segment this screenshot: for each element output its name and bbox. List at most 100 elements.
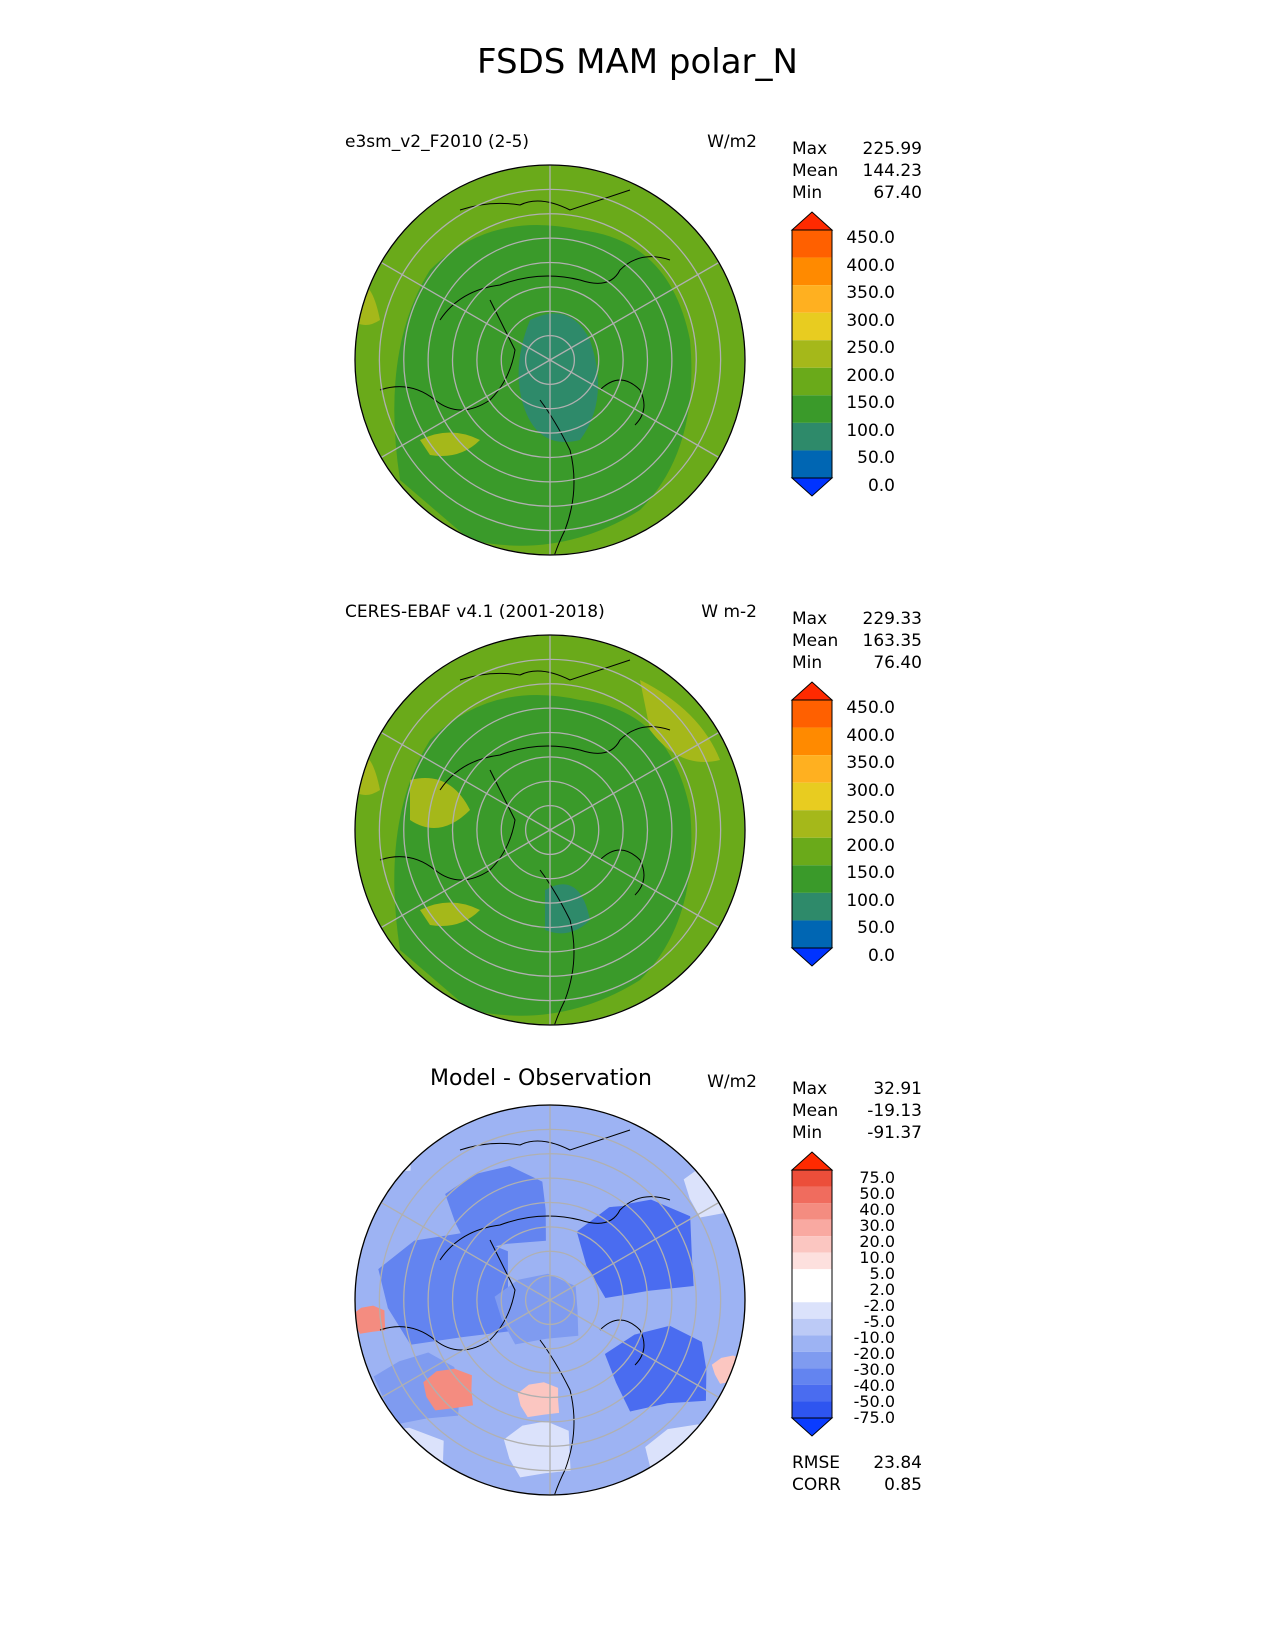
stat-label: Mean (792, 631, 839, 651)
colorbar-tick-label: 200.0 (846, 835, 895, 856)
colorbar-bin (792, 1203, 832, 1220)
colorbar-tick-label: -30.0 (853, 1360, 895, 1379)
colorbar-extend-top (790, 211, 834, 231)
colorbar-tick-label: 5.0 (869, 1264, 895, 1283)
colorbar-bin (792, 1401, 832, 1418)
stats-box: Max 229.33 Mean 163.35 Min 76.40 (792, 608, 922, 674)
stat-label: RMSE (792, 1453, 841, 1473)
field-region (494, 1273, 579, 1345)
stat-label: Min (792, 653, 823, 673)
colorbar-bin (792, 755, 832, 783)
colorbar-tick-label: 75.0 (859, 1168, 895, 1187)
units-label: W/m2 (707, 132, 757, 152)
colorbar-tick-label: 300.0 (846, 310, 895, 331)
colorbar-extend-bottom (790, 1417, 834, 1437)
stat-value: 225.99 (862, 139, 922, 159)
colorbar-tick-label: 0.0 (867, 946, 895, 966)
colorbar-tick-label: 150.0 (846, 393, 895, 414)
stat-value: -91.37 (867, 1123, 922, 1143)
longitude-line (549, 1299, 720, 1399)
colorbar-bin (792, 1186, 832, 1204)
coastline (379, 299, 516, 411)
field-region (518, 313, 598, 442)
colorbar-tick-label: 450.0 (846, 228, 895, 248)
colorbar-tick-label: -20.0 (853, 1344, 895, 1363)
stat-label: Mean (792, 1101, 839, 1121)
field-layer (355, 165, 745, 555)
polar-map (354, 634, 746, 1026)
colorbar-tick-label: 350.0 (846, 283, 895, 304)
stat-value: 76.40 (873, 653, 922, 673)
stat-label: Max (792, 609, 828, 629)
colorbar-tick-label: 40.0 (859, 1200, 895, 1219)
field-layer (355, 1105, 745, 1495)
map-boundary (354, 1104, 746, 1496)
longitude-line (380, 359, 551, 459)
colorbar-tick-label: 450.0 (846, 698, 895, 718)
colorbar-tick-label: -5.0 (863, 1312, 895, 1331)
colorbar-tick-label: 0.0 (867, 476, 895, 496)
colorbar-bin (792, 257, 832, 286)
stat-label: Min (792, 183, 823, 203)
stat-label: CORR (792, 1475, 841, 1495)
stat-label: Max (792, 1079, 828, 1099)
longitude-line (549, 829, 720, 929)
field-region (378, 1233, 512, 1345)
colorbar-bin (792, 367, 832, 396)
colorbar-extend-top (790, 681, 834, 701)
colorbar-bin (792, 395, 832, 423)
colorbar-frame (791, 1169, 833, 1419)
stat-value: 32.91 (873, 1079, 922, 1099)
colorbar (790, 681, 834, 967)
colorbar-extend-top (790, 1151, 834, 1171)
field-region (503, 1421, 571, 1478)
colorbar-bin (792, 1384, 832, 1402)
colorbar-bin (792, 920, 832, 948)
panel-subtitle: Model - Observation (430, 1066, 652, 1091)
stat-value: 229.33 (862, 609, 922, 629)
colorbar-bin (792, 1368, 832, 1385)
error-stats: RMSE 23.84 CORR 0.85 (792, 1452, 922, 1496)
colorbar-bin (792, 1219, 832, 1237)
coastline (379, 769, 516, 881)
colorbar-bin (792, 1236, 832, 1253)
colorbar-tick-label: 20.0 (859, 1232, 895, 1251)
stat-value: 0.85 (884, 1475, 922, 1495)
colorbar-extend-bottom (790, 477, 834, 497)
colorbar-bin (792, 422, 832, 451)
longitude-line (549, 261, 720, 361)
colorbar-tick-label: 30.0 (859, 1216, 895, 1235)
colorbar-tick-label: 100.0 (846, 890, 895, 911)
field-region (576, 1199, 694, 1298)
field-region (604, 1325, 707, 1412)
coastline (539, 1339, 575, 1495)
polar-map (354, 1104, 746, 1496)
colorbar-tick-label: 150.0 (846, 863, 895, 884)
panel-subtitle: CERES-EBAF v4.1 (2001-2018) (345, 602, 605, 622)
coastline (599, 379, 645, 426)
colorbar-tick-label: -10.0 (853, 1328, 895, 1347)
coastline (379, 1239, 516, 1351)
stat-value: 23.84 (873, 1453, 922, 1473)
colorbar-tick-label: 200.0 (846, 365, 895, 386)
stat-value: -19.13 (867, 1101, 922, 1121)
stats-box: Max 225.99 Mean 144.23 Min 67.40 (792, 138, 922, 204)
longitude-line (380, 1201, 551, 1301)
panel-subtitle: e3sm_v2_F2010 (2-5) (345, 132, 530, 152)
coastline (439, 726, 671, 791)
stats-box: Max 32.91 Mean -19.13 Min -91.37 (792, 1078, 922, 1144)
colorbar-tick-label: 100.0 (846, 420, 895, 441)
field-region (355, 1427, 446, 1495)
colorbar-bin (792, 1335, 832, 1352)
field-region (410, 778, 470, 828)
map-boundary (354, 164, 746, 556)
colorbar-bin (792, 312, 832, 341)
colorbar-extend-bottom (790, 947, 834, 967)
coastline (439, 1196, 671, 1261)
colorbar-tick-label: 400.0 (846, 725, 895, 746)
colorbar-tick-label: 2.0 (869, 1280, 895, 1299)
colorbar-tick-label: 350.0 (846, 753, 895, 774)
colorbar-bin (792, 782, 832, 811)
colorbar-bin (792, 727, 832, 756)
stat-label: Min (792, 1123, 823, 1143)
